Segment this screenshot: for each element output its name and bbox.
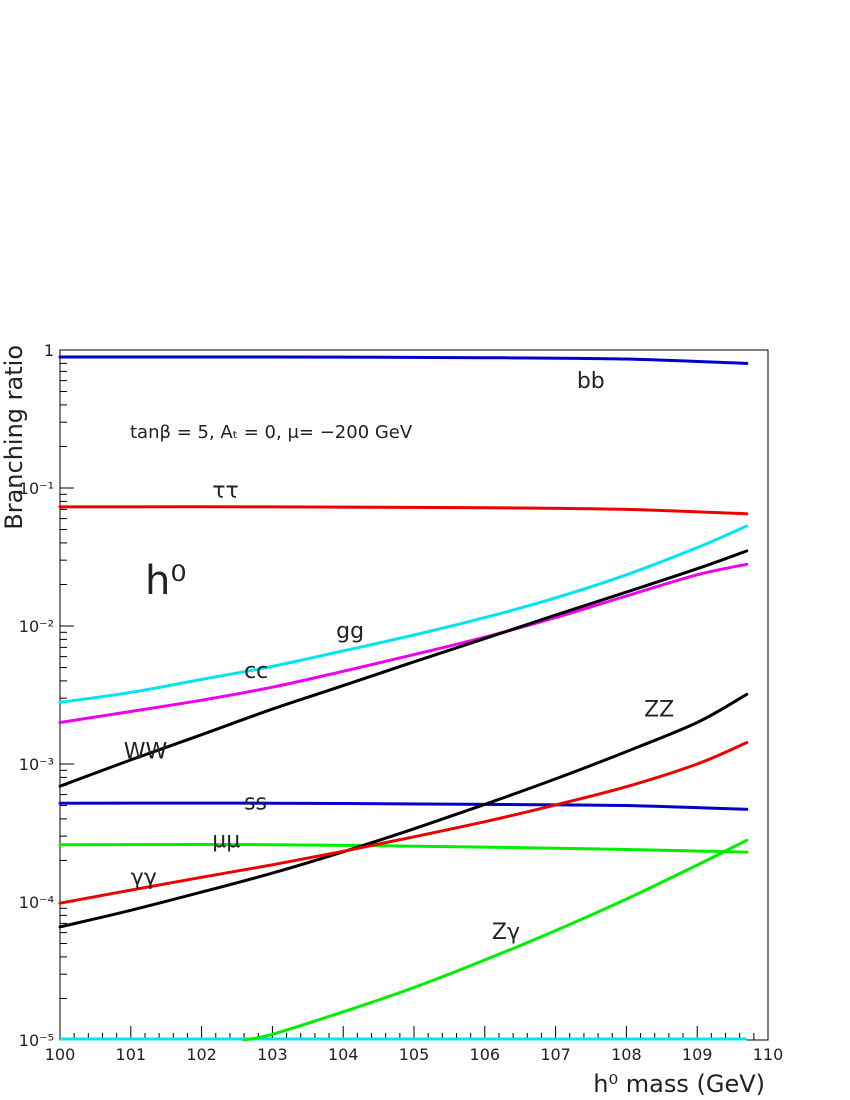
series-label: cc — [244, 659, 268, 684]
series-line — [58, 549, 749, 788]
y-tick-label: 10⁻² — [19, 617, 54, 636]
series-label: ss — [244, 790, 267, 815]
series-label: gg — [336, 619, 364, 644]
axis-ticks: 100 101 102 103 104 105 106 107 108 109 110 1 10⁻¹ 10… — [19, 341, 783, 1064]
x-tick-label: 110 — [753, 1045, 784, 1064]
y-tick-label: 1 — [44, 341, 54, 360]
x-tick-label: 104 — [328, 1045, 359, 1064]
y-axis-title: Branching ratio — [0, 345, 28, 530]
series-line — [58, 801, 749, 811]
x-tick-label: 109 — [682, 1045, 713, 1064]
series-label: ττ — [212, 479, 239, 504]
series-line — [58, 741, 749, 905]
x-tick-label: 103 — [257, 1045, 288, 1064]
x-tick-label: 101 — [116, 1045, 147, 1064]
y-tick-label: 10⁻⁵ — [19, 1031, 54, 1050]
series-label: μμ — [212, 828, 240, 853]
series-label: bb — [577, 369, 605, 394]
annotation-text: tanβ = 5, Aₜ = 0, μ= −200 GeV — [130, 422, 413, 443]
y-tick-label: 10⁻⁴ — [19, 893, 54, 912]
x-tick-label: 108 — [611, 1045, 642, 1064]
series-label: ZZ — [644, 698, 674, 723]
series-line — [58, 692, 749, 929]
series-lines — [58, 355, 749, 1042]
series-line — [58, 843, 749, 854]
series-label: γγ — [131, 865, 157, 890]
x-tick-label: 105 — [399, 1045, 430, 1064]
series-line — [242, 838, 749, 1042]
particle-label: h⁰ — [145, 558, 186, 604]
x-tick-label: 102 — [186, 1045, 217, 1064]
series-line — [58, 562, 749, 724]
y-tick-label: 10⁻¹ — [19, 479, 54, 498]
series-line — [58, 355, 749, 365]
x-tick-label: 107 — [540, 1045, 571, 1064]
series-line — [58, 524, 749, 704]
x-tick-label: 106 — [470, 1045, 501, 1064]
series-line — [58, 505, 749, 516]
series-label: Zγ — [492, 920, 520, 945]
y-tick-label: 10⁻³ — [19, 755, 54, 774]
plot-frame — [59, 349, 769, 1041]
x-tick-label: 100 — [45, 1045, 76, 1064]
series-label: WW — [124, 739, 168, 764]
x-axis-title: h⁰ mass (GeV) — [593, 1070, 765, 1098]
